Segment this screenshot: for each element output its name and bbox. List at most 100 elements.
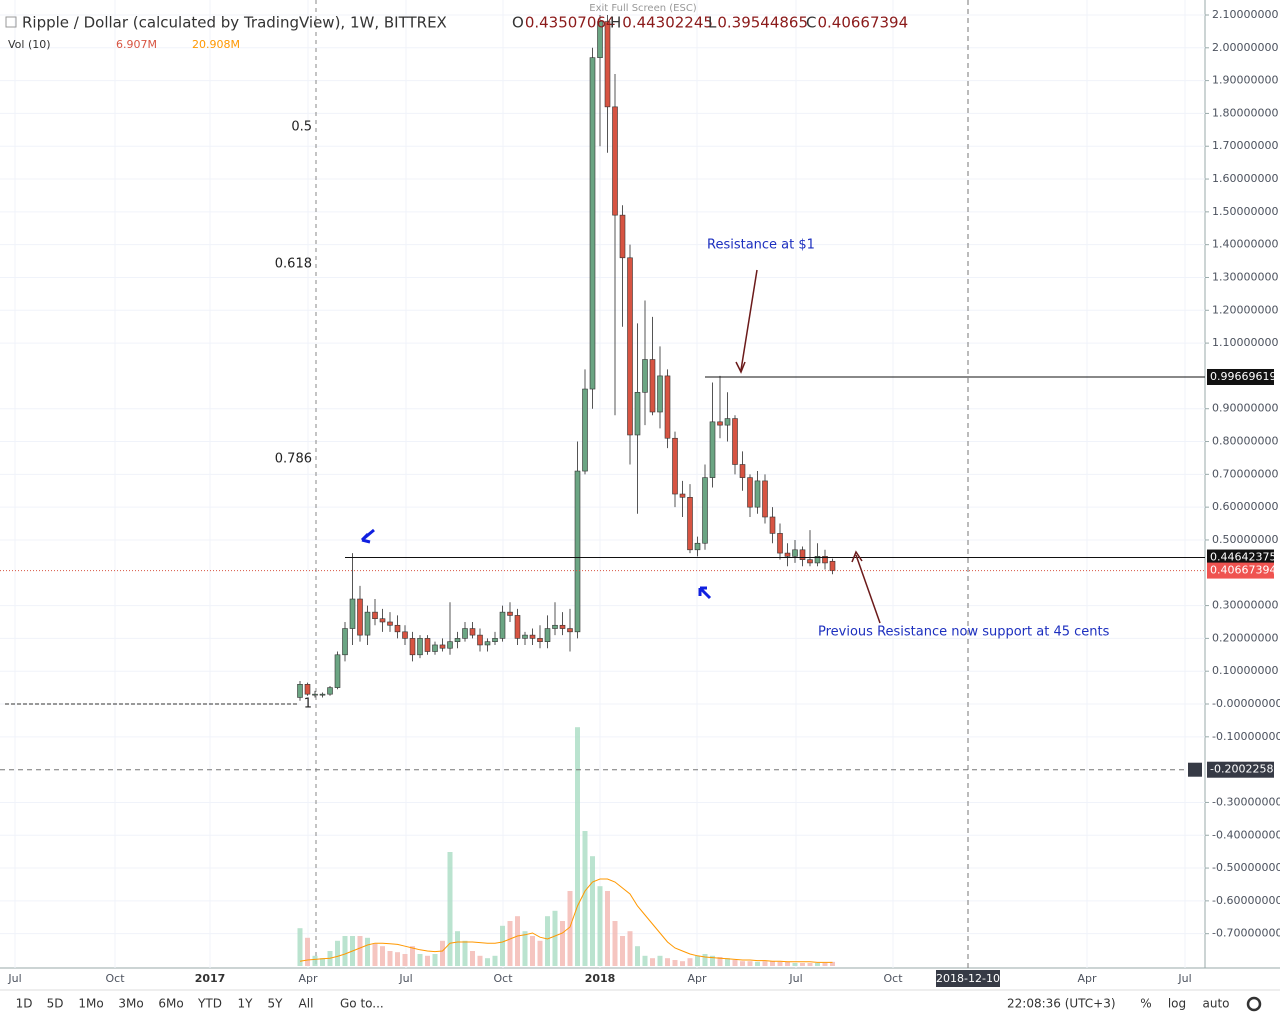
- volume-bar: [410, 946, 415, 966]
- candle-body: [814, 556, 821, 564]
- volume-bar: [680, 961, 685, 966]
- pointer-arrow: [360, 528, 375, 544]
- candle-body: [822, 556, 828, 564]
- x-tick-label: Apr: [1077, 972, 1097, 985]
- volume-bar: [650, 958, 655, 966]
- candle-body: [799, 549, 806, 560]
- volume-bar: [522, 931, 528, 966]
- annotation: Previous Resistance now support at 45 ce…: [818, 625, 1110, 640]
- marks: [297, 14, 836, 966]
- x-tick-label: Apr: [298, 972, 318, 985]
- candle-body: [664, 375, 671, 439]
- price-box: [1207, 761, 1274, 778]
- y-tick-label: 1.20000000: [1212, 303, 1278, 316]
- volume-bar: [500, 925, 505, 966]
- fib-label: 1: [304, 697, 312, 712]
- volume-bar: [725, 958, 730, 966]
- y-tick-label: -0.10000000: [1212, 730, 1280, 743]
- y-tick-label: 0.20000000: [1212, 631, 1278, 644]
- arrow: [855, 554, 881, 624]
- volume-bar: [417, 954, 423, 966]
- candle-body: [379, 618, 386, 623]
- range-button[interactable]: YTD: [197, 997, 222, 1011]
- volume-bar: [560, 921, 565, 966]
- candle-body: [612, 106, 618, 216]
- candle-body: [342, 628, 348, 656]
- toolbar-log[interactable]: log: [1168, 997, 1186, 1011]
- settings-icon[interactable]: [1246, 996, 1262, 1012]
- candle-body: [724, 418, 731, 426]
- x-tick-label: 2017: [195, 972, 226, 985]
- vol-value: 6.907M: [116, 38, 157, 51]
- range-button[interactable]: 1Mo: [78, 997, 103, 1011]
- y-tick-label: -0.70000000: [1212, 927, 1280, 940]
- candle-body: [544, 628, 551, 642]
- volume-bar: [402, 954, 408, 966]
- toolbar-auto[interactable]: auto: [1202, 997, 1229, 1011]
- x-tick-label: Jul: [1177, 972, 1191, 985]
- volume-bar: [387, 951, 393, 966]
- volume-bar: [567, 891, 573, 966]
- vol-label: Vol (10): [8, 38, 51, 51]
- volume-bar: [590, 856, 595, 966]
- date-box-label: 2018-12-10: [936, 972, 1000, 985]
- volume-bar: [605, 891, 610, 966]
- exit-fullscreen[interactable]: Exit Full Screen (ESC): [589, 3, 697, 14]
- y-tick-label: 0.60000000: [1212, 500, 1278, 513]
- x-tick-label: Jul: [398, 972, 412, 985]
- y-tick-label: 1.70000000: [1212, 139, 1278, 152]
- volume-bar: [447, 852, 453, 966]
- candle-body: [447, 641, 453, 649]
- volume-bar: [582, 831, 588, 966]
- x-tick-label: Oct: [493, 972, 513, 985]
- y-tick-label: 0.90000000: [1212, 402, 1278, 415]
- candle-body: [462, 628, 468, 639]
- range-button[interactable]: 5Y: [268, 997, 284, 1011]
- volume-bar: [702, 954, 708, 966]
- candle-body: [769, 516, 776, 534]
- candle-body: [604, 21, 611, 108]
- volume-bar: [305, 937, 310, 966]
- y-tick-label: -0.00000000: [1212, 697, 1280, 710]
- x-tick-label: Oct: [883, 972, 903, 985]
- range-button[interactable]: 5D: [47, 997, 64, 1011]
- fib-label: 0.786: [275, 451, 312, 466]
- overlays: 0.996696190.446423750.40667394-0.2002258…: [0, 0, 1276, 987]
- y-tick-label: 1.60000000: [1212, 172, 1278, 185]
- candle-body: [439, 644, 446, 649]
- y-tick-label: 1.90000000: [1212, 74, 1278, 87]
- collapse-icon[interactable]: [5, 16, 17, 28]
- toolbar-goto[interactable]: Go to...: [340, 997, 384, 1011]
- volume-bar: [635, 946, 640, 966]
- candle-body: [642, 359, 648, 393]
- volume-bar: [710, 955, 715, 966]
- date-box: [936, 970, 1000, 987]
- range-button[interactable]: 1D: [16, 997, 33, 1011]
- candle-body: [807, 559, 813, 564]
- range-button[interactable]: 3Mo: [118, 997, 143, 1011]
- candle-body: [717, 421, 723, 426]
- candle-body: [597, 21, 603, 58]
- price-box-label: 0.40667394: [1210, 564, 1276, 577]
- candle-body: [567, 628, 573, 633]
- candle-body: [499, 611, 506, 639]
- candle-body: [747, 477, 753, 508]
- range-button[interactable]: 1Y: [238, 997, 254, 1011]
- candle-body: [297, 684, 303, 698]
- candle-body: [477, 634, 483, 646]
- y-tick-label: 2.00000000: [1212, 41, 1278, 54]
- volume-bar: [747, 961, 753, 966]
- price-box: [1207, 368, 1274, 385]
- volume-bar: [642, 955, 648, 966]
- volume-bar: [807, 963, 813, 966]
- ohlc-value: 0.44302245: [622, 14, 713, 32]
- candle-body: [657, 375, 663, 413]
- toolbar-percent[interactable]: %: [1140, 997, 1151, 1011]
- y-tick-label: -0.40000000: [1212, 828, 1280, 841]
- candle-body: [649, 359, 656, 413]
- range-button[interactable]: All: [299, 997, 314, 1011]
- range-button[interactable]: 6Mo: [158, 997, 183, 1011]
- candle-body: [514, 615, 521, 639]
- pointer-arrow: [698, 586, 712, 600]
